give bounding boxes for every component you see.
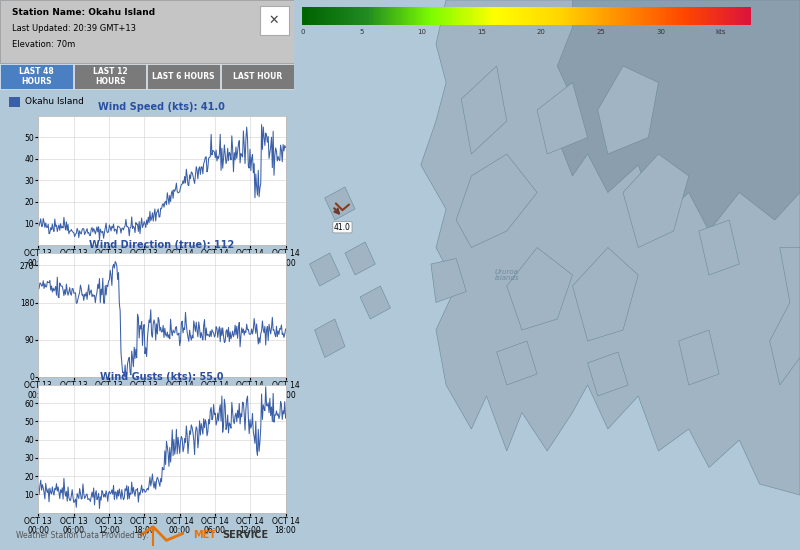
Polygon shape [314, 319, 345, 358]
Text: Wind Speed (kts): 41.0: Wind Speed (kts): 41.0 [98, 102, 226, 112]
FancyBboxPatch shape [74, 64, 146, 89]
Polygon shape [537, 82, 588, 154]
Polygon shape [462, 66, 506, 154]
Text: 5: 5 [360, 29, 364, 35]
Text: Elevation: 70m: Elevation: 70m [12, 40, 75, 48]
Polygon shape [770, 248, 800, 385]
Text: LAST HOUR: LAST HOUR [233, 72, 282, 81]
Text: LAST 48
HOURS: LAST 48 HOURS [19, 67, 54, 86]
Text: Weather Station Data Provided By:: Weather Station Data Provided By: [16, 531, 149, 540]
Polygon shape [588, 352, 628, 396]
Polygon shape [310, 253, 340, 286]
Polygon shape [431, 258, 466, 303]
Polygon shape [678, 330, 719, 385]
FancyBboxPatch shape [221, 64, 294, 89]
Polygon shape [506, 248, 573, 330]
Polygon shape [360, 286, 390, 319]
Text: SERVICE: SERVICE [222, 530, 269, 540]
Text: Wind Direction (true): 112: Wind Direction (true): 112 [90, 240, 234, 250]
Text: 20: 20 [537, 29, 546, 35]
Text: kts: kts [715, 29, 726, 35]
Text: 10: 10 [418, 29, 426, 35]
Polygon shape [497, 341, 537, 385]
Text: 0: 0 [300, 29, 305, 35]
Text: 25: 25 [597, 29, 606, 35]
Polygon shape [558, 0, 800, 231]
FancyBboxPatch shape [0, 64, 73, 89]
FancyBboxPatch shape [260, 6, 289, 35]
Text: Station Name: Okahu Island: Station Name: Okahu Island [12, 8, 155, 16]
Polygon shape [699, 220, 739, 275]
FancyBboxPatch shape [9, 97, 20, 107]
Polygon shape [325, 187, 355, 220]
FancyBboxPatch shape [147, 64, 220, 89]
Polygon shape [598, 66, 658, 154]
Polygon shape [345, 242, 375, 275]
Text: Wind Gusts (kts): 55.0: Wind Gusts (kts): 55.0 [100, 372, 224, 382]
Text: MET: MET [194, 530, 217, 540]
Text: Ururoa
Islands: Ururoa Islands [494, 268, 519, 282]
Text: LAST 6 HOURS: LAST 6 HOURS [153, 72, 215, 81]
Polygon shape [623, 154, 689, 248]
Text: 41.0: 41.0 [334, 223, 351, 232]
Text: ✕: ✕ [269, 14, 279, 27]
Polygon shape [421, 0, 800, 495]
Polygon shape [456, 154, 537, 248]
Text: LAST 12
HOURS: LAST 12 HOURS [93, 67, 127, 86]
Text: 15: 15 [477, 29, 486, 35]
Polygon shape [573, 248, 638, 341]
FancyBboxPatch shape [0, 0, 294, 63]
Text: 30: 30 [656, 29, 666, 35]
Text: Last Updated: 20:39 GMT+13: Last Updated: 20:39 GMT+13 [12, 24, 136, 32]
Text: Okahu Island: Okahu Island [25, 97, 84, 106]
